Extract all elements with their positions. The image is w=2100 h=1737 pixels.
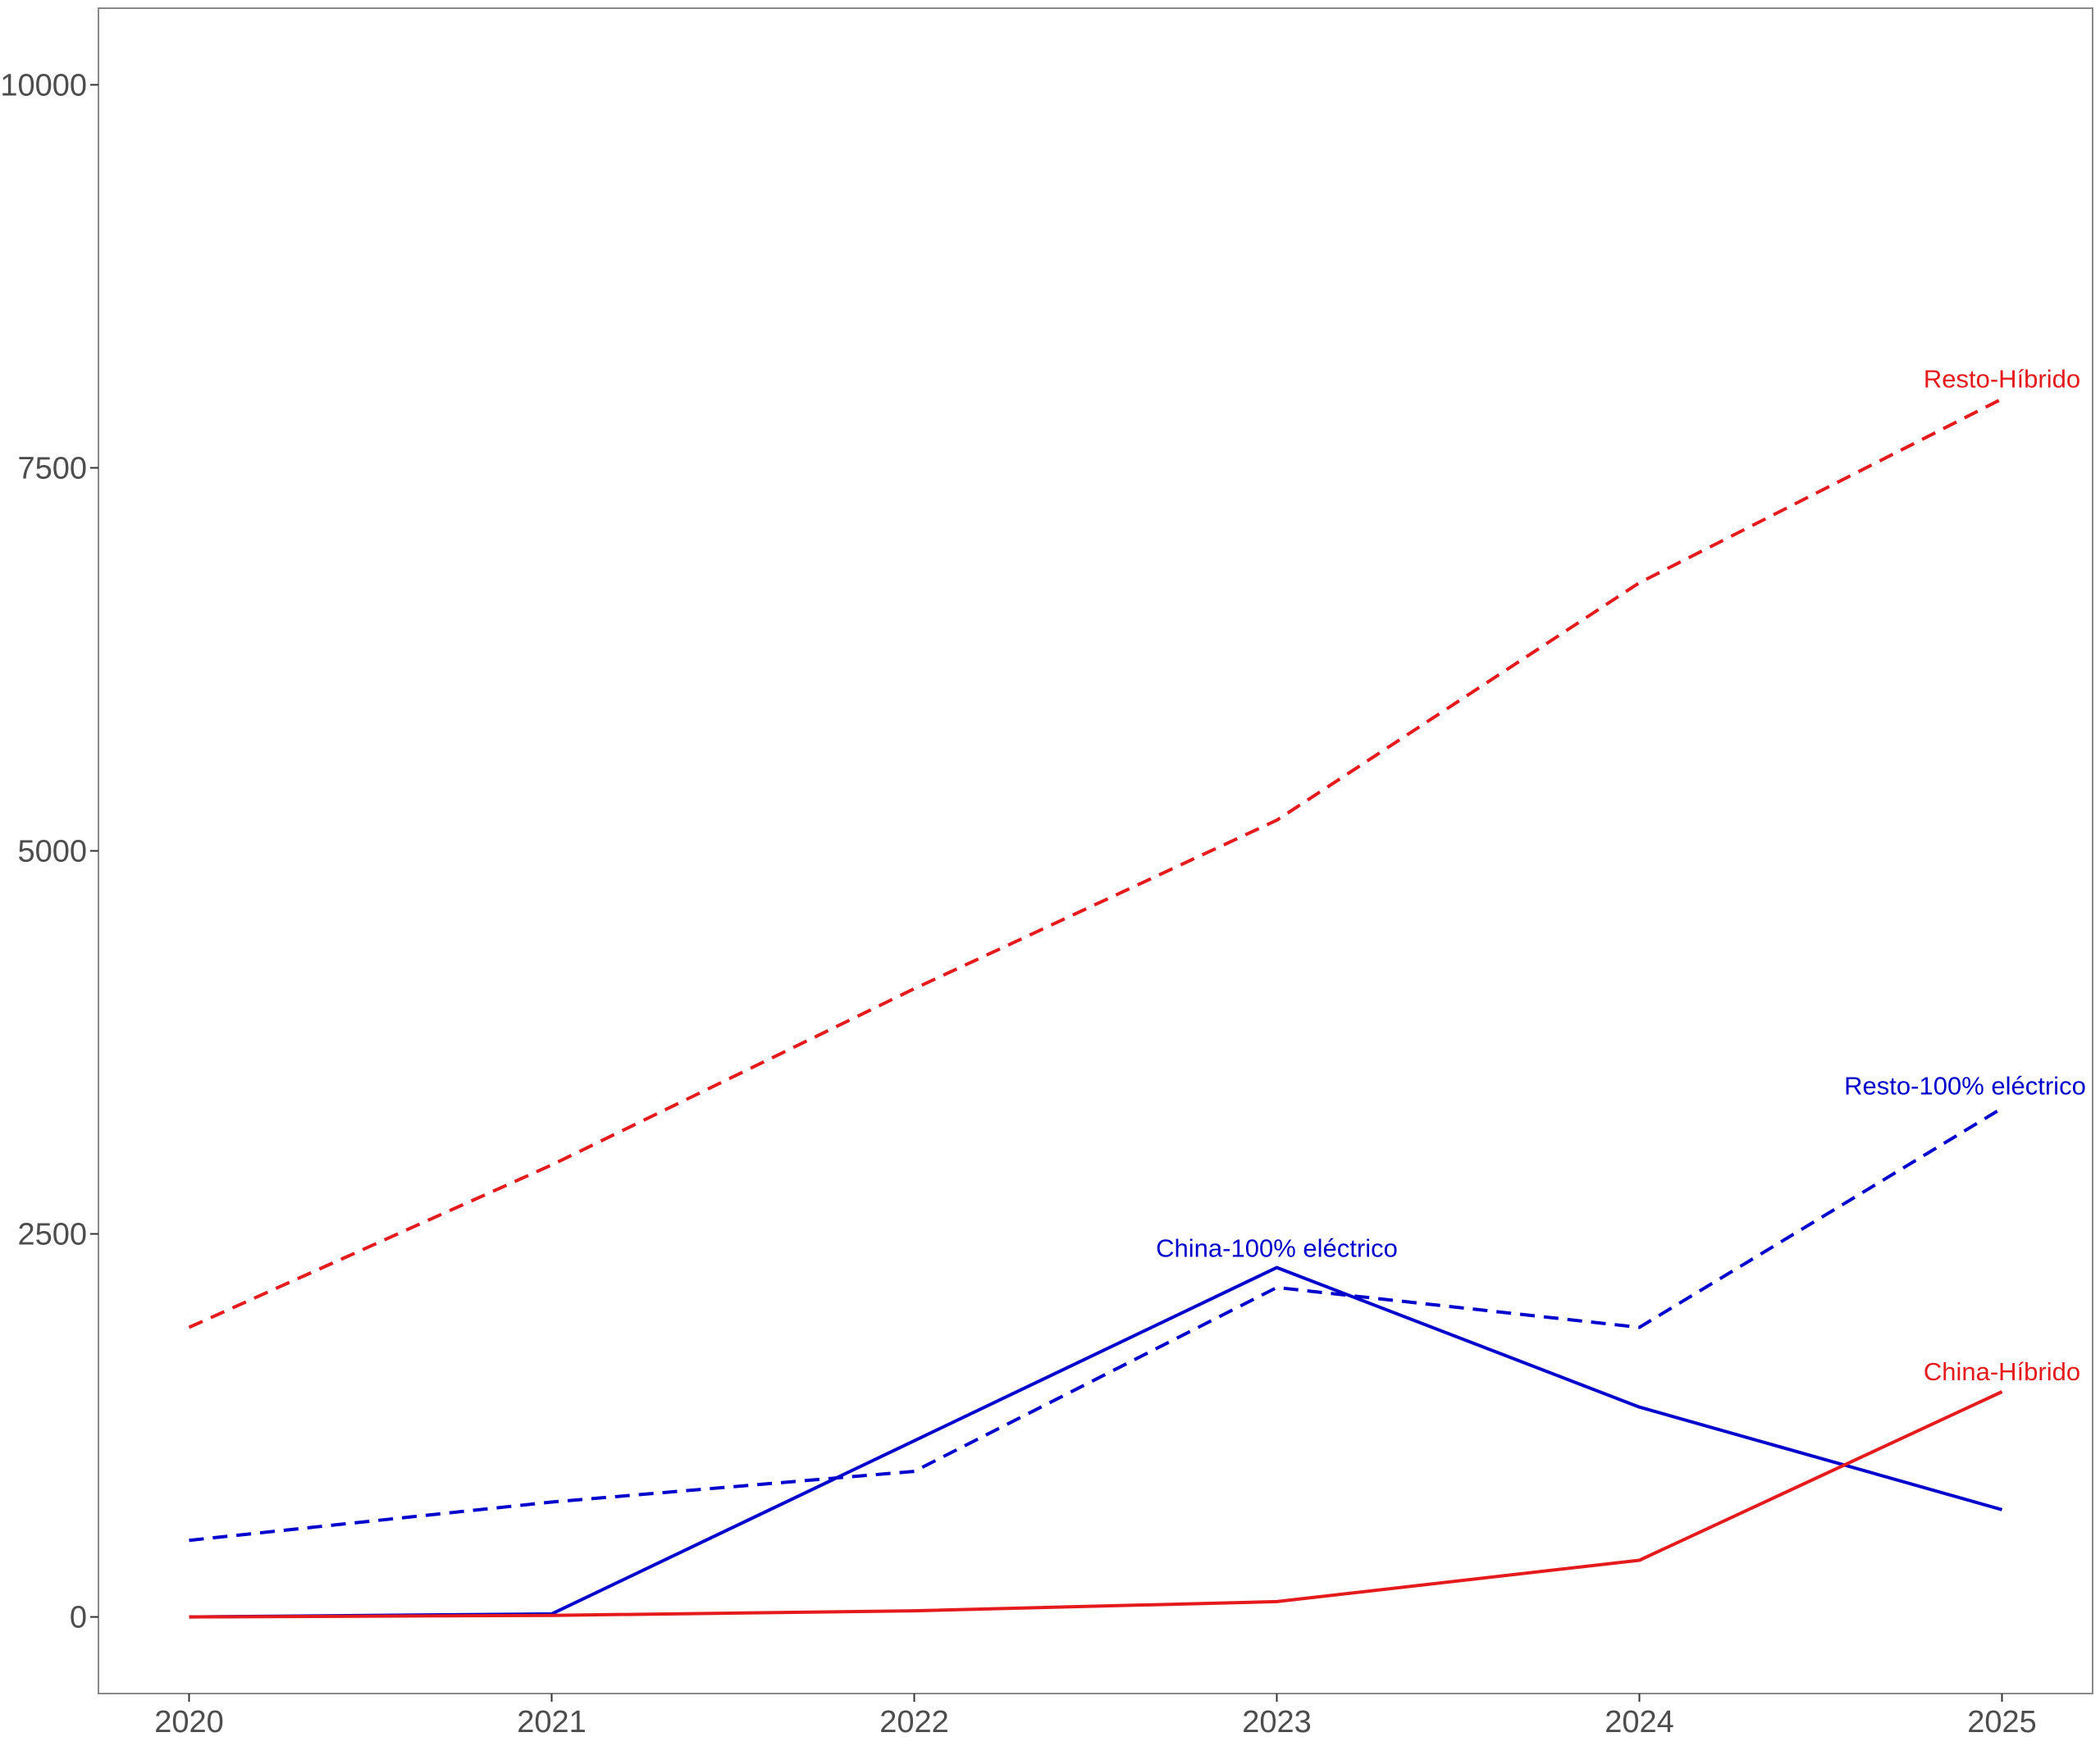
series-labels: Resto-Híbrido Resto-100% eléctrico China-1… [1156, 364, 2086, 1386]
y-tick-label: 0 [70, 1601, 87, 1635]
y-tick-label: 7500 [17, 451, 87, 486]
series-line-resto-100-electrico [189, 1106, 2003, 1543]
x-axis: 2020 2021 2022 2023 2024 2025 [154, 1694, 2037, 1737]
series-label-resto-100-electrico: Resto-100% eléctrico [1844, 1071, 2086, 1100]
x-tick-label: 2022 [879, 1705, 949, 1737]
x-tick-label: 2021 [517, 1705, 587, 1737]
series-line-resto-hibrido [188, 397, 2003, 1329]
x-tick-label: 2024 [1605, 1705, 1674, 1737]
series-label-china-100-electrico: China-100% eléctrico [1156, 1234, 1398, 1263]
y-axis: 0 2500 5000 7500 10000 [0, 68, 98, 1635]
x-tick-label: 2023 [1242, 1705, 1312, 1737]
series-line-china-hibrido [189, 1390, 2003, 1619]
y-tick-label: 5000 [17, 835, 87, 869]
x-tick-label: 2020 [154, 1705, 224, 1737]
series-label-resto-hibrido: Resto-Híbrido [1924, 364, 2080, 393]
y-tick-label: 10000 [0, 68, 87, 103]
y-tick-label: 2500 [17, 1218, 87, 1252]
series-label-china-hibrido: China-Híbrido [1924, 1357, 2080, 1386]
series-lines [188, 397, 2003, 1619]
x-tick-label: 2025 [1967, 1705, 2037, 1737]
plot-panel [98, 7, 2093, 1694]
